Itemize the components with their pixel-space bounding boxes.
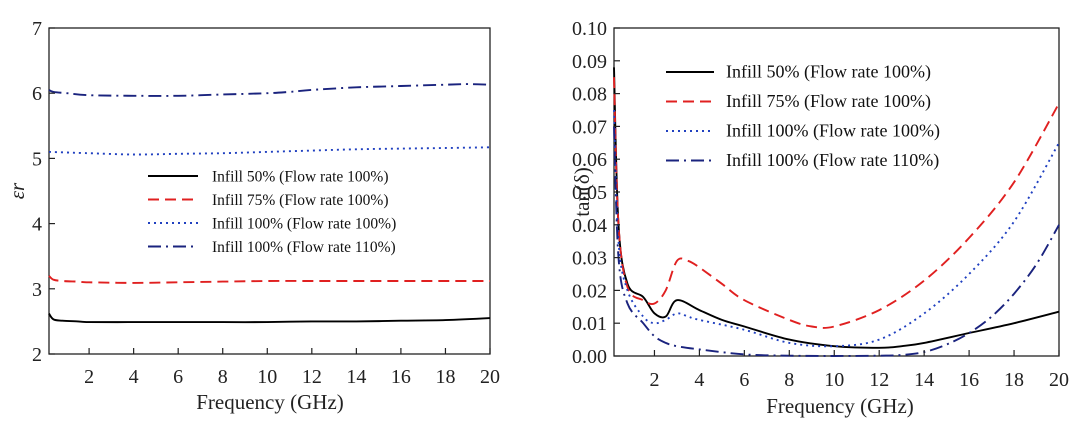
y-tick-label: 7 xyxy=(32,18,42,40)
x-tick-label: 12 xyxy=(869,369,889,391)
x-tick-label: 16 xyxy=(959,369,979,391)
y-tick-label: 0.09 xyxy=(572,51,607,73)
x-tick-label: 14 xyxy=(914,369,934,391)
legend-label-1: Infill 50% (Flow rate 100%) xyxy=(212,169,389,186)
series-line-3 xyxy=(613,109,1060,348)
x-tick-label: 14 xyxy=(346,366,366,388)
x-tick-label: 4 xyxy=(129,366,139,388)
series-line-4 xyxy=(48,83,491,97)
y-tick-label: 0.00 xyxy=(572,346,607,368)
series-line-2 xyxy=(613,77,1060,329)
legend-label-3: Infill 100% (Flow rate 100%) xyxy=(212,216,396,233)
y-tick-label: 0.04 xyxy=(572,215,607,237)
y-tick-label: 4 xyxy=(32,214,42,236)
x-tick-label: 12 xyxy=(302,366,322,388)
legend-label-2: Infill 75% (Flow rate 100%) xyxy=(726,91,931,112)
y-tick-label: 5 xyxy=(32,148,42,170)
series-line-3 xyxy=(48,146,491,156)
legend-label-4: Infill 100% (Flow rate 110%) xyxy=(726,150,939,171)
x-tick-label: 2 xyxy=(649,369,659,391)
x-tick-label: 18 xyxy=(1004,369,1024,391)
y-tick-label: 0.08 xyxy=(572,84,607,106)
x-tick-label: 6 xyxy=(739,369,749,391)
y-ticks-left: 2 3 4 5 6 7 xyxy=(32,18,55,366)
y-tick-label: 0.07 xyxy=(572,116,607,138)
legend-label-1: Infill 50% (Flow rate 100%) xyxy=(726,62,931,83)
x-tick-label: 10 xyxy=(257,366,277,388)
x-tick-label: 8 xyxy=(784,369,794,391)
y-ticks-right: 0.00 0.01 0.02 0.03 0.04 0.05 0.06 0.07 0.08 0.09… xyxy=(572,18,620,368)
series-line-2 xyxy=(48,275,490,284)
series-line-4 xyxy=(613,126,1060,357)
y-axis-label-left: εr xyxy=(5,182,29,199)
legend-label-4: Infill 100% (Flow rate 110%) xyxy=(212,239,396,256)
y-tick-label: 0.03 xyxy=(572,248,607,270)
x-tick-label: 6 xyxy=(173,366,183,388)
legend-left: Infill 50% (Flow rate 100%) Infill 75% (F… xyxy=(148,169,396,256)
series-group-left xyxy=(48,83,491,324)
legend-label-3: Infill 100% (Flow rate 100%) xyxy=(726,121,940,142)
y-tick-label: 0.10 xyxy=(572,18,607,40)
series-group-right xyxy=(613,67,1060,357)
y-tick-label: 0.01 xyxy=(572,313,607,335)
series-line-1 xyxy=(613,67,1060,349)
y-tick-label: 0.06 xyxy=(572,149,607,171)
chart-loss-tangent: 2 4 6 8 10 12 14 16 18 20 0.000.010.020.030.040.0… xyxy=(570,18,1069,418)
y-tick-label: 0.05 xyxy=(572,182,607,204)
x-tick-label: 20 xyxy=(1049,369,1069,391)
x-tick-label: 20 xyxy=(480,366,500,388)
x-ticks-right: 2 4 6 8 10 12 14 16 18 20 xyxy=(649,350,1069,391)
y-tick-label: 3 xyxy=(32,279,42,301)
x-tick-label: 4 xyxy=(694,369,704,391)
y-axis-label-right: tan(δ) xyxy=(570,167,594,217)
x-axis-label-right: Frequency (GHz) xyxy=(766,394,914,418)
x-tick-label: 16 xyxy=(391,366,411,388)
x-tick-label: 8 xyxy=(218,366,228,388)
x-tick-label: 18 xyxy=(435,366,455,388)
y-tick-label: 0.02 xyxy=(572,280,607,302)
x-tick-label: 2 xyxy=(84,366,94,388)
x-tick-label: 10 xyxy=(824,369,844,391)
x-axis-label-left: Frequency (GHz) xyxy=(196,390,344,414)
series-line-1 xyxy=(48,313,491,324)
legend-label-2: Infill 75% (Flow rate 100%) xyxy=(212,192,389,209)
y-tick-label: 2 xyxy=(32,344,42,366)
plot-frame-left xyxy=(48,27,491,355)
legend-right: Infill 50% (Flow rate 100%) Infill 75% (F… xyxy=(666,62,940,171)
y-tick-label: 6 xyxy=(32,83,42,105)
x-ticks-left: 2 4 6 8 10 12 14 16 18 20 xyxy=(84,348,500,388)
